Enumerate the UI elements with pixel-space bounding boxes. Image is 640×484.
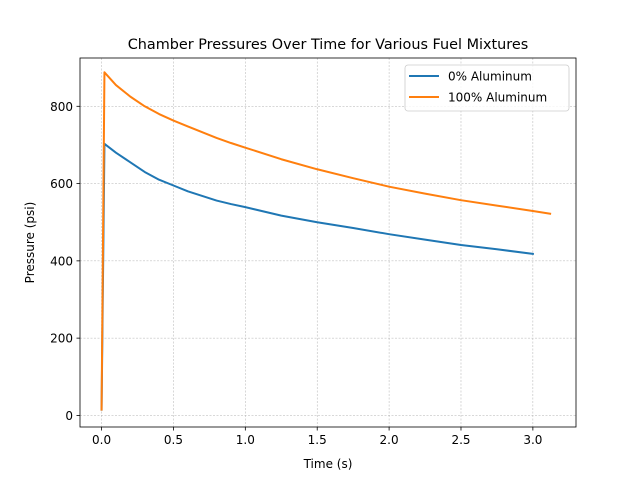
chart-title: Chamber Pressures Over Time for Various …: [128, 37, 528, 53]
legend-box: [404, 64, 570, 112]
x-tick-label: 1.5: [308, 433, 327, 447]
plot-frame: [79, 57, 577, 428]
x-axis-label: Time (s): [303, 457, 353, 471]
legend-label-2: 100% Aluminum: [448, 91, 547, 105]
x-tick-label: 2.5: [451, 433, 470, 447]
series-line-1: [100, 142, 534, 411]
y-tick-label: 0: [65, 409, 73, 423]
legend-label-1: 0% Aluminum: [448, 70, 532, 84]
y-axis-label: Pressure (psi): [23, 202, 37, 284]
grid: [80, 58, 576, 427]
y-tick-label: 800: [50, 100, 73, 114]
x-tick-label: 0.0: [92, 433, 111, 447]
y-tick-label: 600: [50, 177, 73, 191]
y-tick-label: 400: [50, 254, 73, 268]
x-tick-label: 1.0: [236, 433, 255, 447]
legend: 0% Aluminum 100% Aluminum: [404, 64, 570, 112]
series-layer: [100, 71, 552, 411]
y-tick-label: 200: [50, 332, 73, 346]
x-tick-label: 3.0: [523, 433, 542, 447]
series-line-2: [100, 71, 552, 411]
x-tick-label: 2.0: [380, 433, 399, 447]
y-axis-ticks: 0 200 400 600 800: [50, 100, 80, 423]
x-axis-ticks: 0.0 0.5 1.0 1.5 2.0 2.5 3.0: [92, 427, 542, 447]
x-tick-label: 0.5: [164, 433, 183, 447]
